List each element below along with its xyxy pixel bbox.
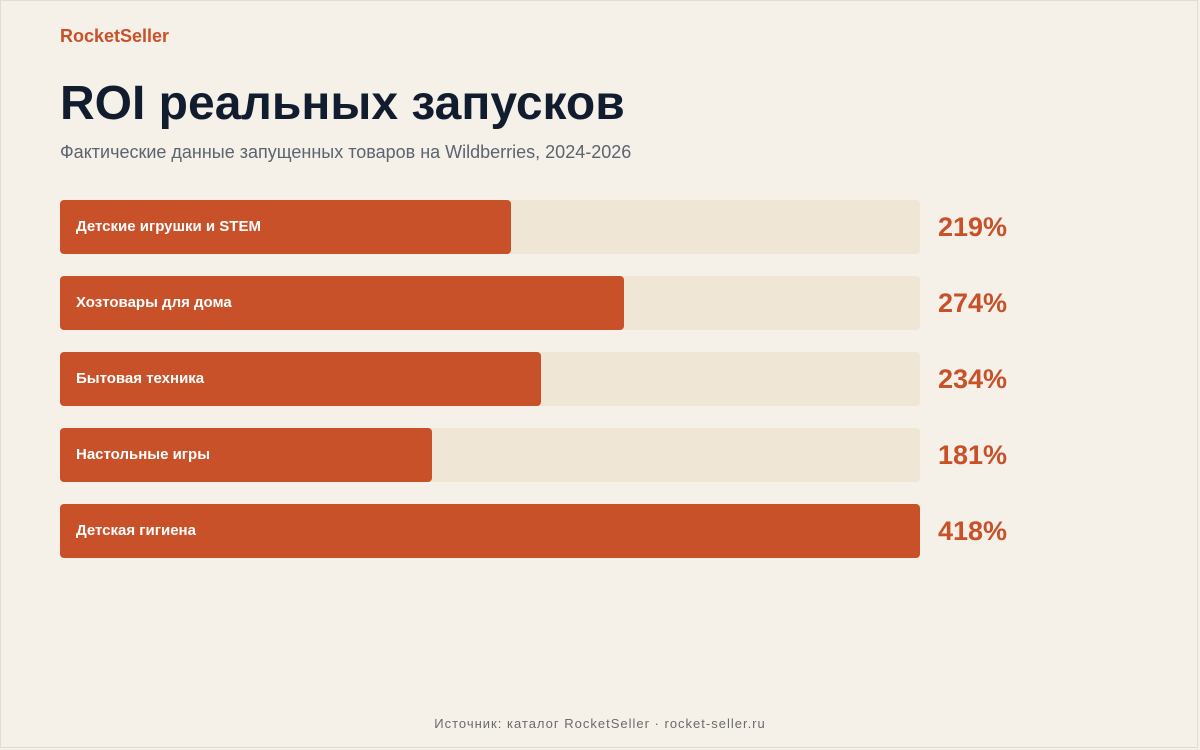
page-title: ROI реальных запусков [60, 77, 625, 130]
bar-category-label: Настольные игры [76, 446, 211, 463]
bar [60, 200, 511, 254]
bar-row: Детская гигиена 418% [60, 504, 1060, 558]
bar-value-label: 234% [938, 364, 1008, 394]
bar-category-label: Бытовая техника [76, 370, 205, 387]
bar-row: Детские игрушки и STEM 219% [60, 200, 1060, 254]
bar-value-label: 219% [938, 212, 1008, 242]
bar [60, 428, 432, 482]
source-footer: Источник: каталог RocketSeller · rocket-… [434, 716, 766, 731]
bar-value-label: 181% [938, 440, 1008, 470]
bar [60, 352, 541, 406]
bar-row: Настольные игры 181% [60, 428, 1060, 482]
page-subtitle: Фактические данные запущенных товаров на… [60, 142, 632, 162]
bar-row: Хозтовары для дома 274% [60, 276, 1060, 330]
roi-bar-chart: Детские игрушки и STEM 219% Хозтовары для … [60, 200, 1060, 580]
bar-category-label: Детская гигиена [76, 522, 196, 539]
bar [60, 276, 624, 330]
bar-value-label: 274% [938, 288, 1008, 318]
bar-row: Бытовая техника 234% [60, 352, 1060, 406]
bar-category-label: Хозтовары для дома [76, 294, 232, 311]
bar [60, 504, 920, 558]
bar-value-label: 418% [938, 516, 1008, 546]
bar-category-label: Детские игрушки и STEM [76, 218, 261, 235]
brand-logo: RocketSeller [60, 26, 170, 46]
